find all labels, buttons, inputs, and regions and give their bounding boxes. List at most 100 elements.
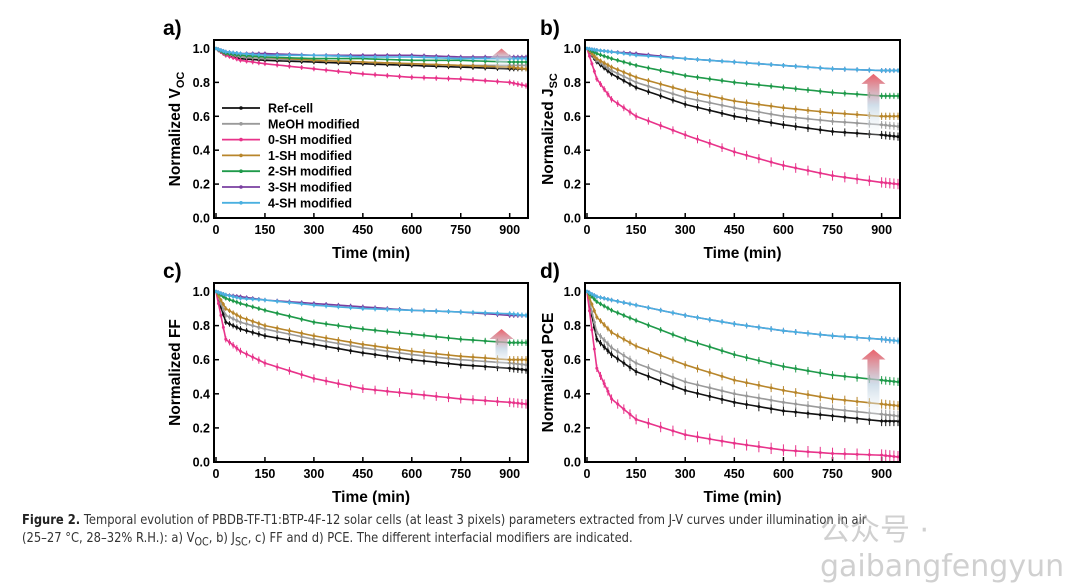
x-tick-label: 900: [499, 467, 520, 481]
caption-line2a: (25–27 °C, 28–32% R.H.): a) V: [22, 531, 195, 546]
y-tick-label: 0.0: [193, 212, 210, 226]
series-0-sh-modified: [585, 289, 900, 463]
series-4-sh-modified: [585, 289, 900, 345]
series-line: [586, 291, 899, 407]
chart-panel-a: a) 0 150 300 450 600 750 900 0.0 0.2 0.4 0.6 0.8 1.0 T…: [163, 17, 529, 262]
y-tick-label: 0.4: [564, 387, 581, 401]
series-2-sh-modified: [214, 289, 528, 346]
x-axis-label: Time (min): [332, 489, 410, 505]
y-tick-label: 0.8: [564, 76, 581, 90]
up-arrow-icon: [861, 349, 886, 420]
legend-marker: [239, 153, 243, 158]
x-tick-label: 600: [401, 223, 422, 237]
x-tick-label: 0: [584, 223, 591, 237]
series-1-sh-modified: [214, 289, 528, 364]
series-0-sh-modified: [214, 289, 528, 409]
x-tick-label: 900: [871, 223, 892, 237]
series-3-sh-modified: [214, 289, 528, 318]
y-tick-label: 0.6: [193, 110, 210, 124]
plot-frame: [584, 282, 901, 463]
legend-label: MeOH modified: [268, 117, 360, 131]
caption-sub-sc: SC: [234, 535, 248, 549]
caption-line2c: , c) FF and d) PCE. The different interf…: [247, 531, 633, 546]
x-tick-label: 150: [626, 467, 647, 481]
x-tick-label: 150: [255, 223, 276, 237]
series-line: [586, 290, 899, 342]
series-line: [586, 291, 899, 417]
series-line: [586, 47, 898, 72]
legend-item: Ref-cell: [222, 102, 313, 116]
plot-frame: [584, 39, 901, 219]
x-tick-label: 900: [871, 467, 892, 481]
y-axis-label-main: Normalized FF: [167, 319, 184, 426]
y-tick-label: 0.0: [193, 456, 210, 470]
x-tick-label: 450: [724, 467, 745, 481]
series-meoh-modified: [585, 289, 900, 421]
series-1-sh-modified: [585, 289, 900, 411]
y-tick-label: 0.0: [564, 456, 581, 470]
up-arrow-icon: [489, 329, 514, 369]
y-tick-label: 0.0: [564, 212, 581, 226]
panel-label: b): [540, 17, 560, 40]
y-axis-label-main: Normalized J: [540, 88, 557, 184]
x-tick-label: 150: [626, 223, 647, 237]
panel-label: c): [163, 260, 182, 283]
y-axis-label-sub: OC: [175, 72, 187, 89]
legend-item: MeOH modified: [222, 117, 360, 131]
x-tick-label: 0: [213, 223, 220, 237]
x-tick-label: 750: [450, 467, 471, 481]
x-tick-label: 750: [450, 223, 471, 237]
y-axis-label: Normalized VOC: [167, 72, 187, 187]
x-tick-label: 300: [303, 467, 324, 481]
x-tick-label: 600: [773, 467, 794, 481]
legend-marker: [239, 201, 243, 205]
legend-marker: [239, 169, 243, 173]
y-tick-label: 0.4: [564, 144, 581, 158]
caption-sub-oc: OC: [194, 535, 209, 549]
y-tick-label: 0.4: [193, 144, 210, 158]
y-axis-label-main: Normalized V: [167, 87, 184, 186]
legend-item: 0-SH modified: [222, 133, 352, 147]
up-arrow-icon: [489, 48, 514, 69]
y-tick-label: 1.0: [193, 42, 210, 56]
x-tick-label: 300: [675, 467, 696, 481]
x-axis-label: Time (min): [332, 245, 410, 262]
legend-item: 4-SH modified: [222, 196, 352, 210]
y-tick-label: 1.0: [193, 285, 210, 299]
legend-marker: [239, 122, 243, 126]
x-tick-label: 450: [352, 467, 373, 481]
y-tick-label: 1.0: [564, 42, 581, 56]
y-axis-label: Normalized JSC: [540, 73, 560, 185]
x-tick-label: 600: [401, 467, 422, 481]
caption-line2b: , b) J: [208, 531, 235, 546]
y-axis-label: Normalized FF: [167, 319, 184, 426]
series-3-sh-modified: [585, 289, 900, 345]
x-tick-label: 900: [499, 223, 520, 237]
legend-label: 2-SH modified: [268, 165, 352, 179]
series-4-sh-modified: [585, 46, 900, 74]
series-ref-cell: [585, 289, 900, 427]
y-tick-label: 0.2: [193, 421, 210, 435]
legend-label: Ref-cell: [268, 102, 313, 116]
series-line: [586, 47, 898, 72]
legend-label: 3-SH modified: [268, 181, 352, 195]
x-axis-label: Time (min): [703, 245, 781, 262]
plot-frame: [213, 282, 529, 463]
chart-panel-b: b) 0 150 300 450 600 750 900 0.0 0.2 0.4 0.6 0.8 1.0 T…: [540, 17, 901, 262]
y-tick-label: 0.8: [193, 319, 210, 333]
series-line: [586, 47, 898, 118]
legend-item: 3-SH modified: [222, 181, 352, 195]
legend-item: 2-SH modified: [222, 165, 352, 179]
x-tick-label: 0: [213, 467, 220, 481]
legend-label: 0-SH modified: [268, 133, 352, 147]
y-tick-label: 0.6: [564, 353, 581, 367]
y-axis-label-main: Normalized PCE: [540, 313, 557, 433]
y-tick-label: 0.2: [193, 178, 210, 192]
x-axis-label: Time (min): [703, 489, 781, 505]
caption-line1: Temporal evolution of PBDB-TF-T1:BTP-4F-…: [83, 513, 867, 528]
y-tick-label: 1.0: [564, 285, 581, 299]
series-line: [215, 290, 527, 317]
x-tick-label: 300: [675, 223, 696, 237]
legend-item: 1-SH modified: [222, 149, 352, 163]
caption-label: Figure 2.: [22, 513, 81, 528]
